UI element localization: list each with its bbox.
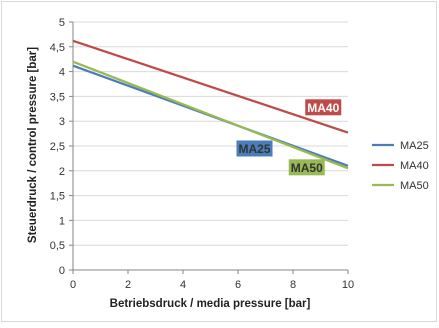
y-tick-label: 0: [59, 265, 65, 277]
y-tick-label: 3: [59, 116, 65, 128]
legend-label-ma25: MA25: [400, 140, 429, 152]
annotation-box-ma25: [236, 140, 273, 157]
x-tick-label: 8: [290, 279, 296, 291]
annotations: MA40 MA25 MA50: [236, 99, 342, 176]
axes: 0 0,5 1 1,5 2 2,5 3 3,5 4 4,5 5 0 2 4 6 8 10: [50, 17, 354, 291]
series-line-ma40: [72, 39, 349, 134]
y-tick-label: 2,5: [50, 141, 65, 153]
annotation-label-ma25: MA25: [238, 142, 270, 156]
y-tick-label: 0,5: [50, 240, 65, 252]
legend-label-ma50: MA50: [400, 180, 429, 192]
y-tick-label: 4,5: [50, 42, 65, 54]
x-tick-label: 6: [235, 279, 241, 291]
x-tick-label: 2: [125, 279, 131, 291]
x-axis-title: Betriebsdruck / media pressure [bar]: [110, 298, 311, 310]
y-tick-label: 2: [59, 166, 65, 178]
y-tick-label: 1,5: [50, 191, 65, 203]
x-tick-label: 10: [342, 279, 354, 291]
legend-label-ma40: MA40: [400, 160, 429, 172]
legend: MA25 MA40 MA50: [372, 140, 429, 192]
annotation-label-ma40: MA40: [307, 101, 339, 115]
annotation-box-ma40: [305, 99, 342, 116]
y-tick-label: 1: [59, 215, 65, 227]
y-tick-label: 3,5: [50, 91, 65, 103]
series-lines: [72, 39, 349, 170]
grid-lines: [73, 21, 348, 271]
y-axis-title: Steuerdruck / control pressure [bar]: [27, 47, 39, 243]
x-tick-label: 4: [180, 279, 186, 291]
y-tick-label: 5: [59, 17, 65, 29]
line-chart: 0 0,5 1 1,5 2 2,5 3 3,5 4 4,5 5 0 2 4 6 8 10 MA40 MA25 MA5…: [27, 17, 429, 310]
annotation-box-ma50: [288, 159, 325, 176]
y-tick-label: 4: [59, 67, 65, 79]
series-line-ma50: [72, 60, 349, 170]
chart-frame: 0 0,5 1 1,5 2 2,5 3 3,5 4 4,5 5 0 2 4 6 8 10 MA40 MA25 MA5…: [1, 1, 437, 322]
annotation-label-ma50: MA50: [291, 161, 323, 175]
x-tick-label: 0: [70, 279, 76, 291]
